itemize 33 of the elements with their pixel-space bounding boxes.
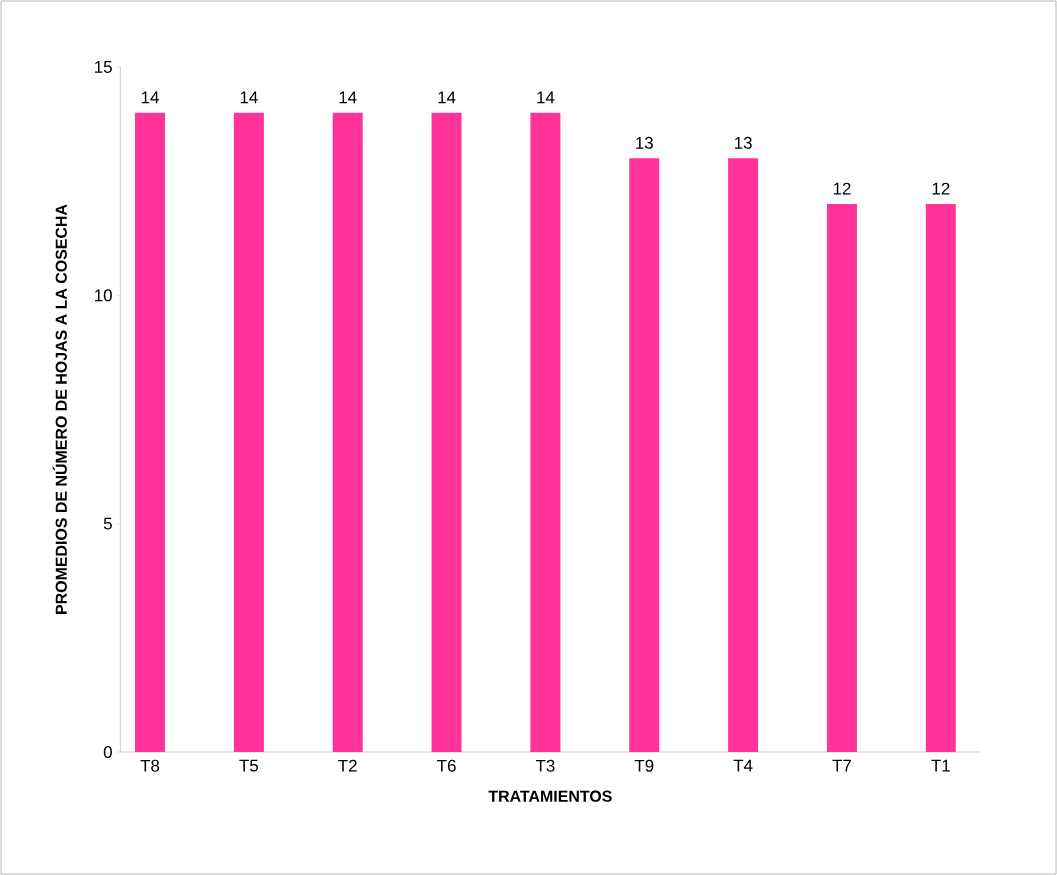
y-tick-label: 0 — [103, 745, 112, 758]
data-label: 12 — [932, 182, 950, 195]
x-tick-label: T6 — [437, 759, 456, 772]
data-label: 13 — [636, 136, 653, 149]
data-label: 14 — [339, 91, 357, 104]
x-tick-label: T9 — [634, 759, 654, 772]
bar — [135, 112, 166, 752]
y-tick-label: 15 — [95, 61, 112, 73]
y-tick-label: 10 — [95, 289, 112, 302]
x-axis-title: TRATAMIENTOS — [488, 790, 612, 802]
data-label: 14 — [240, 91, 258, 104]
bar — [826, 203, 857, 752]
data-label: 14 — [537, 91, 555, 104]
bar — [431, 112, 462, 752]
bar — [629, 158, 660, 752]
data-label: 12 — [833, 182, 851, 195]
bar — [925, 203, 956, 752]
x-tick-label: T5 — [239, 759, 259, 772]
x-tick-label: T4 — [733, 759, 753, 772]
y-axis-title: PROMEDIOS DE NÚMERO DE HOJAS A LA COSECHA — [52, 204, 67, 614]
data-label: 14 — [438, 91, 456, 104]
x-tick-label: T1 — [931, 759, 950, 772]
bar — [332, 112, 363, 752]
data-label: 13 — [734, 136, 752, 149]
x-tick-label: T3 — [535, 759, 555, 772]
data-label: 14 — [141, 91, 159, 104]
x-tick-label: T7 — [832, 759, 851, 772]
y-tick-label: 5 — [103, 517, 112, 530]
x-tick-label: T2 — [338, 759, 357, 772]
bar — [728, 158, 759, 752]
bar — [233, 112, 264, 752]
bar — [530, 112, 561, 752]
x-tick-label: T8 — [140, 759, 160, 772]
